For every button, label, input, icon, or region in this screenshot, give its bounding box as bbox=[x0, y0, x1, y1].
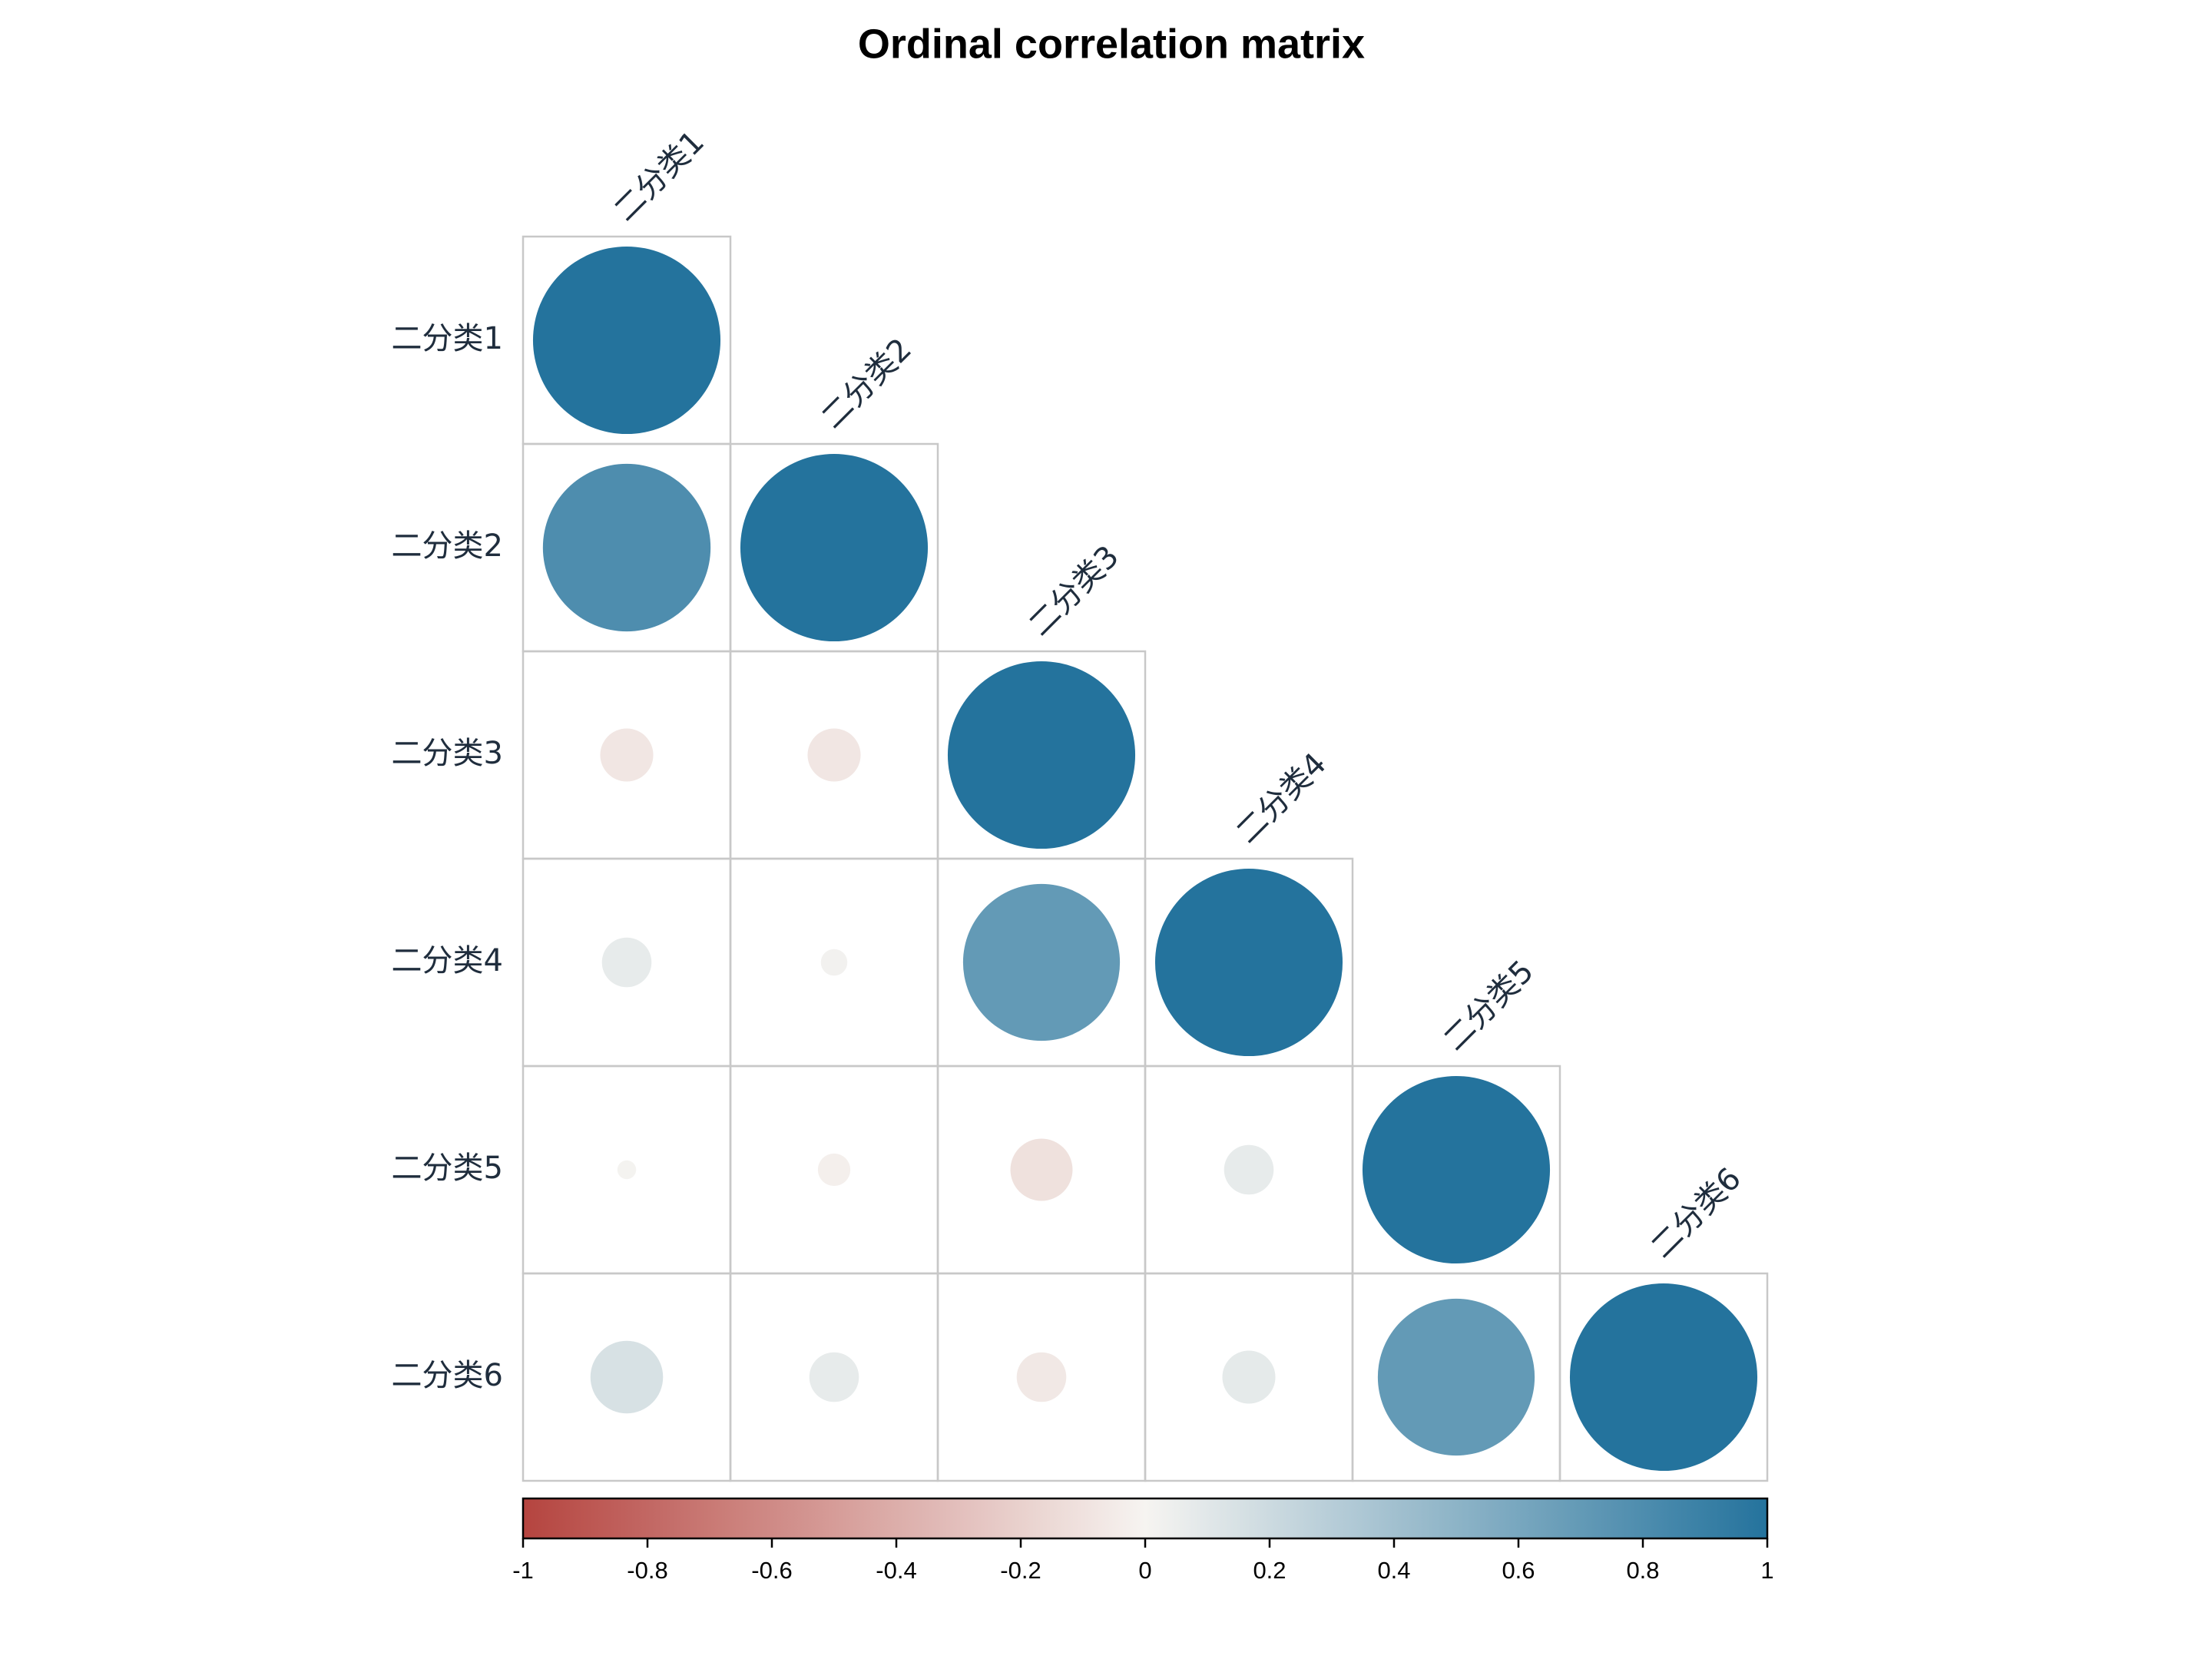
colorbar-tick-label: -0.8 bbox=[627, 1557, 667, 1584]
corr-circle bbox=[1222, 1350, 1276, 1404]
column-label: 二分类3 bbox=[1022, 539, 1126, 643]
corr-circle bbox=[590, 1340, 664, 1414]
corr-circle bbox=[1569, 1283, 1758, 1472]
corr-circle bbox=[600, 728, 654, 782]
corr-circle bbox=[1224, 1144, 1274, 1195]
corr-circle bbox=[962, 883, 1121, 1041]
column-label: 二分类1 bbox=[608, 124, 711, 228]
row-label: 二分类5 bbox=[392, 1151, 503, 1186]
corr-circle bbox=[1362, 1075, 1551, 1264]
colorbar-tick-label: 0.8 bbox=[1626, 1557, 1659, 1584]
column-label: 二分类6 bbox=[1644, 1161, 1748, 1265]
corr-circle bbox=[1377, 1298, 1535, 1456]
corr-circle bbox=[601, 937, 652, 988]
corr-circle bbox=[542, 463, 711, 632]
column-label: 二分类4 bbox=[1230, 747, 1333, 850]
colorbar-tick-label: -0.6 bbox=[751, 1557, 792, 1584]
corr-circle bbox=[817, 1153, 851, 1187]
colorbar-tick-label: -0.4 bbox=[876, 1557, 916, 1584]
corr-circle bbox=[1016, 1352, 1067, 1402]
corr-circle bbox=[532, 246, 721, 435]
corr-circle bbox=[947, 661, 1136, 849]
corr-circle bbox=[1154, 868, 1343, 1057]
colorbar-tick-label: -0.2 bbox=[1000, 1557, 1041, 1584]
corr-circle bbox=[740, 453, 929, 642]
chart-title: Ordinal correlation matrix bbox=[858, 21, 1365, 67]
row-label: 二分类6 bbox=[392, 1358, 503, 1393]
row-label: 二分类1 bbox=[392, 321, 503, 356]
colorbar bbox=[522, 1497, 1769, 1540]
colorbar-tick-label: 0.6 bbox=[1502, 1557, 1535, 1584]
column-label: 二分类5 bbox=[1437, 954, 1541, 1058]
colorbar-tick-label: 0 bbox=[1138, 1557, 1151, 1584]
corr-circle bbox=[807, 728, 861, 782]
cell bbox=[1558, 1272, 1769, 1482]
corr-circle bbox=[809, 1352, 859, 1402]
corr-circle bbox=[617, 1160, 637, 1180]
column-label: 二分类2 bbox=[815, 332, 919, 435]
row-label: 二分类3 bbox=[392, 736, 503, 771]
row-label: 二分类4 bbox=[392, 943, 503, 979]
colorbar-tick-label: 0.4 bbox=[1377, 1557, 1410, 1584]
row-label: 二分类2 bbox=[392, 528, 503, 564]
colorbar-tick-label: 0.2 bbox=[1253, 1557, 1286, 1584]
colorbar-tick-label: 1 bbox=[1760, 1557, 1773, 1584]
corr-circle bbox=[820, 949, 848, 976]
corr-circle bbox=[1010, 1138, 1073, 1201]
colorbar-tick-label: -1 bbox=[512, 1557, 534, 1584]
